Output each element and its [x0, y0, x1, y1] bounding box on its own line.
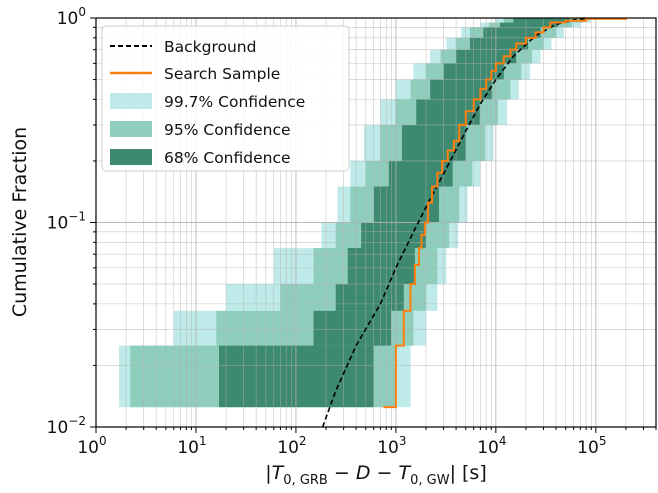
- x-axis-ticks: 100 101 102 103 104 105: [77, 427, 657, 458]
- x-axis-title-sub1: 0, GRB: [283, 473, 328, 488]
- band-68-confidence-step: [499, 22, 559, 28]
- x-tick-base: 10: [177, 438, 199, 458]
- x-tick-base: 10: [377, 438, 399, 458]
- y-tick-label: 100: [57, 5, 86, 29]
- band-68-confidence-step: [347, 248, 415, 285]
- confidence-bands: [119, 18, 592, 408]
- y-tick-label: 10−2: [47, 414, 86, 438]
- band-68-confidence-step: [313, 310, 392, 346]
- x-tick-label: 100: [77, 434, 106, 458]
- y-tick-exponent: −2: [68, 414, 86, 428]
- x-axis-title: |T0, GRB − D − T0, GW| [s]: [265, 462, 486, 488]
- legend: Background Search Sample 99.7% Confidenc…: [101, 25, 350, 172]
- x-tick-label: 103: [377, 434, 406, 458]
- x-tick-label: 105: [577, 434, 606, 458]
- y-tick-label: 10−1: [47, 210, 86, 234]
- band-68-confidence-step: [373, 186, 440, 223]
- x-tick-label: 102: [277, 434, 306, 458]
- x-tick-exponent: 5: [599, 434, 607, 448]
- y-tick-exponent: 0: [78, 5, 86, 19]
- x-tick-exponent: 2: [299, 434, 307, 448]
- x-tick-label: 104: [477, 434, 506, 458]
- x-tick-base: 10: [577, 438, 599, 458]
- band-68-confidence-step: [335, 284, 404, 311]
- y-tick-base: 10: [47, 418, 69, 438]
- x-tick-exponent: 0: [99, 434, 107, 448]
- band-68-confidence-step: [430, 79, 493, 100]
- legend-68-swatch: [110, 149, 152, 165]
- band-68-confidence-step: [483, 27, 541, 38]
- legend-68-label: 68% Confidence: [164, 149, 291, 167]
- x-tick-exponent: 4: [499, 434, 507, 448]
- legend-95-label: 95% Confidence: [164, 121, 291, 139]
- y-tick-base: 10: [57, 9, 79, 29]
- legend-search-sample-label: Search Sample: [164, 65, 280, 83]
- band-68-confidence-step: [513, 18, 570, 23]
- legend-95-swatch: [110, 121, 152, 137]
- x-axis-title-minus2: −: [370, 462, 398, 484]
- x-axis-title-unit: | [s]: [450, 462, 487, 484]
- x-axis-title-minus1: −: [328, 462, 356, 484]
- y-axis-title: Cumulative Fraction: [9, 127, 31, 317]
- band-68-confidence-step: [361, 222, 426, 249]
- x-tick-exponent: 3: [399, 434, 407, 448]
- background-line: [321, 17, 596, 428]
- x-axis-title-t1: T: [272, 462, 285, 484]
- x-tick-base: 10: [477, 438, 499, 458]
- x-axis-title-bar: |: [265, 462, 271, 484]
- search-sample-line: [383, 17, 627, 409]
- legend-background-label: Background: [164, 38, 256, 56]
- band-68-confidence-step: [469, 37, 529, 50]
- x-tick-exponent: 1: [199, 434, 207, 448]
- x-axis-title-t2: T: [398, 462, 411, 484]
- band-68-confidence-step: [401, 124, 466, 161]
- x-tick-label: 101: [177, 434, 206, 458]
- series-lines: [321, 17, 627, 428]
- legend-997-label: 99.7% Confidence: [164, 93, 305, 111]
- y-tick-base: 10: [47, 214, 69, 234]
- x-tick-base: 10: [77, 438, 99, 458]
- legend-box: [101, 25, 350, 172]
- x-axis-title-d: D: [356, 462, 371, 484]
- y-tick-exponent: −1: [68, 210, 86, 224]
- x-axis-title-sub2: 0, GW: [410, 473, 450, 488]
- legend-997-swatch: [110, 93, 152, 109]
- x-tick-base: 10: [277, 438, 299, 458]
